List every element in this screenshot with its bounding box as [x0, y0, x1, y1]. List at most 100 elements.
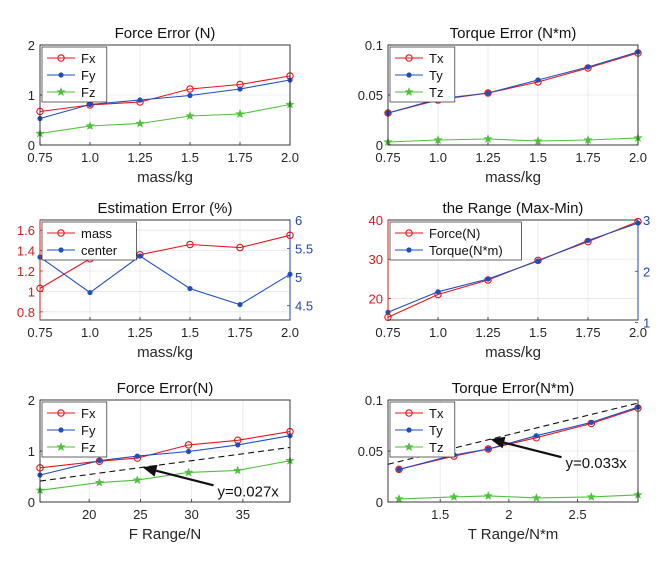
force-error-range-legend-fz: Fz: [81, 440, 95, 455]
torque-error-legend-tx: Tx: [429, 51, 444, 66]
torque-error-range-point-ty: [533, 433, 539, 439]
force-error-range-point-fz: [94, 477, 105, 487]
force-error-ytick-label: 2: [28, 38, 35, 53]
force-error-point-fz: [85, 121, 95, 130]
estimation-error-legend-box: [41, 221, 137, 261]
force-error-legend-fz: Fz: [81, 85, 95, 100]
estimation-error-plot: 0.75 1.0 1.25 1.5 1.75 2.0 0.8 1 1.2 1.4 1.6 4.5 5 5.…: [17, 200, 313, 361]
estimation-error-legend-mass: mass: [81, 226, 113, 241]
force-error-range-annotation-arrow-shaft: [155, 469, 214, 487]
torque-error-point-ty: [585, 64, 591, 70]
torque-error-range-annotation-arrow-shaft: [503, 441, 562, 459]
force-error-xtick-label: 2.0: [281, 150, 299, 165]
range-xtick-label: 0.75: [375, 325, 400, 340]
force-error-point-fz: [235, 109, 245, 118]
estimation-error-point-center: [137, 253, 143, 259]
range-point-torque-n-m: [535, 258, 541, 264]
force-error-range-series-fz-line: [39, 460, 291, 491]
force-error-point-fx: [186, 85, 194, 93]
torque-error-range-legend-tx: Tx: [429, 406, 444, 421]
force-error-range-legend-marker: [57, 409, 65, 417]
force-error-range-axes-box: [39, 399, 291, 503]
torque-error-range-legend-tz: Tz: [429, 440, 443, 455]
torque-error-legend-tz: Tz: [429, 85, 443, 100]
torque-error-range-point-tz: [531, 493, 542, 502]
force-error-legend: Fx Fy Fz: [41, 46, 108, 103]
range-plot: 0.75 1.0 1.25 1.5 1.75 2.0 20 30 40 1 2 3 the Range …: [369, 200, 651, 361]
force-error-axes-box: [39, 44, 291, 146]
force-error-series-fy-line: [39, 79, 291, 120]
estimation-error-point-center: [187, 285, 193, 292]
torque-error-xtick-label: 1.0: [429, 150, 447, 165]
force-error-point-fz: [135, 118, 145, 128]
range-y2tick-label: 2: [643, 264, 650, 279]
force-error-point-fy: [237, 86, 243, 92]
torque-error-range-series-tz-line: [398, 494, 639, 500]
range-ytick-label: 20: [369, 291, 383, 306]
range-point-torque-n-m: [435, 289, 441, 295]
torque-error-series-tz-line: [387, 137, 639, 143]
force-error-range-series-fx-line: [39, 431, 291, 469]
force-error-range-fit-label: y=0.027x: [218, 483, 280, 500]
range-point-torque-n-m: [485, 276, 491, 282]
estimation-error-ytick-label: 1.2: [17, 264, 35, 279]
estimation-error-y2tick-label: 5.5: [295, 242, 313, 257]
estimation-error-ytick-label: 1.4: [17, 244, 35, 259]
force-error-series-fz-line: [39, 103, 291, 135]
force-error-range-ytick-label: 1: [28, 444, 35, 459]
range-y2tick-label: 3: [643, 213, 650, 228]
range-legend-box: [389, 221, 522, 261]
torque-error-range-point-tz: [586, 492, 596, 501]
force-error-range-annotation-arrow-head: [142, 464, 158, 477]
torque-error-range-ytick-label: 0.1: [365, 393, 383, 408]
estimation-error-xtick-label: 0.75: [27, 325, 52, 340]
range-xtick-label: 1.25: [475, 325, 500, 340]
force-error-range-point-fy: [235, 442, 241, 448]
force-error-point-fy: [187, 92, 193, 99]
force-error-legend-fy: Fy: [81, 68, 96, 83]
estimation-error-point-mass: [186, 240, 194, 249]
force-error-xtick-label: 1.75: [227, 150, 252, 165]
torque-error-range-xlabel: T Range/N*m: [468, 526, 559, 543]
estimation-error-ytick-label: 1: [28, 284, 35, 299]
torque-error-point-tz: [583, 135, 593, 144]
force-error-range-point-fz: [233, 465, 243, 475]
force-error-range-plot: 20 25 30 35 0 1 2 Force Error(N) F Range/N Fx Fy Fz…: [28, 380, 295, 543]
range-legend-torque-n-m: Torque(N*m): [429, 243, 503, 258]
force-error-xtick-label: 1.25: [127, 150, 152, 165]
torque-error-range-fit-label: y=0.033x: [566, 455, 628, 472]
estimation-error-point-mass: [236, 243, 244, 252]
torque-error-range-ytick-label: 0.05: [358, 444, 383, 459]
torque-error-legend-ty: Ty: [429, 68, 443, 83]
estimation-error-xtick-label: 2.0: [281, 325, 299, 340]
torque-error-range-legend: Tx Ty Tz: [389, 401, 456, 458]
force-error-range-xtick-label: 30: [184, 507, 198, 522]
estimation-error-xtick-label: 1.5: [181, 325, 199, 340]
force-error-range-legend-marker: [58, 427, 64, 433]
force-error-xtick-label: 1.5: [181, 150, 199, 165]
force-error-range-fit-line: [39, 446, 291, 482]
force-error-point-fy: [87, 101, 93, 108]
force-error-ytick-label: 1: [28, 88, 35, 103]
force-error-ytick-label: 0: [28, 138, 35, 153]
estimation-error-legend-marker: [57, 229, 65, 237]
estimation-error-title: Estimation Error (%): [97, 200, 232, 217]
estimation-error-xtick-label: 1.25: [127, 325, 152, 340]
force-error-range-xtick-label: 35: [236, 507, 250, 522]
torque-error-title: Torque Error (N*m): [450, 25, 577, 42]
force-error-range-xlabel: F Range/N: [129, 526, 202, 543]
force-error-range-legend: Fx Fy Fz: [41, 401, 108, 458]
torque-error-range-ytick-label: 0: [376, 495, 383, 510]
torque-error-point-ty: [535, 77, 541, 83]
force-error-range-series-fy-line: [39, 435, 291, 476]
torque-error-range-plot: 1.5 2 2.5 0 0.05 0.1 Torque Error(N*m) T Range/…: [358, 380, 643, 543]
estimation-error-point-center: [87, 289, 93, 296]
force-error-point-fy: [137, 97, 143, 103]
torque-error-range-legend-marker: [404, 442, 414, 451]
estimation-error-xtick-label: 1.75: [227, 325, 252, 340]
force-error-legend-marker: [58, 72, 64, 78]
force-error-point-fz: [185, 111, 195, 120]
range-series-torque-n-m-line: [387, 222, 639, 313]
torque-error-range-point-tx: [395, 465, 403, 474]
force-error-legend-fx: Fx: [81, 51, 96, 66]
